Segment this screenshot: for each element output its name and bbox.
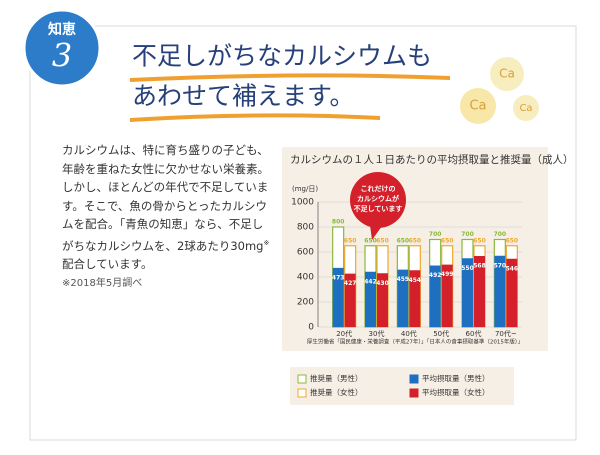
data-label: 700 [429,231,442,238]
annotation: カルシウムが [357,194,399,203]
ca-bubble [513,95,539,121]
text: 配合しています。 [62,256,153,271]
y-label: (mg/日) [292,185,318,193]
legend-label: 推奨量（女性） [310,387,363,397]
x-tick-label: 30代 [369,329,385,338]
data-label: 550 [461,265,474,272]
data-label: 700 [461,231,474,238]
y-tick-label: 600 [297,248,314,258]
data-label: 473 [332,274,345,281]
badge-number: 3 [52,37,72,75]
badge-label: 知恵 [48,21,76,38]
data-label: 430 [376,280,389,287]
x-tick-label: 20代 [336,329,352,338]
title: 不足しがちなカルシウムも [132,42,432,71]
legend-swatch [409,374,419,384]
bar [365,271,376,327]
y-tick-label: 1000 [291,198,314,208]
legend-label: 推奨量（男性） [310,373,363,383]
bar [474,256,485,327]
ca-text: Ca [519,103,532,114]
data-label: 650 [376,237,389,244]
ca-bubble [460,88,496,124]
data-label: 492 [429,272,442,279]
data-label: 427 [344,280,357,287]
legend-swatch [297,388,307,398]
x-tick-label: 70代~ [495,329,517,338]
ca-text: Ca [499,67,515,81]
title: あわせて補えます。 [132,82,355,111]
data-label: 650 [409,237,422,244]
bar [506,258,518,327]
chart-title: カルシウムの１人１日あたりの平均摂取量と推奨量（成人） [290,153,574,166]
brush [130,73,450,82]
x-tick-label: 50代 [433,329,449,338]
ca-text: Ca [469,99,486,114]
source: 厚生労働省「国民健康・栄養調査（平成27年）」「日本人の食事摂取基準（2015年… [307,338,523,346]
note: ※2018年5月調べ [62,278,143,290]
data-label: 454 [409,277,422,284]
text: ※ [263,238,270,247]
y-tick-label: 400 [297,273,314,283]
data-label: 499 [441,271,454,278]
data-label: 650 [441,237,454,244]
data-label: 700 [494,231,507,238]
ca-bubble [490,57,524,91]
annotation: これだけの [361,185,396,193]
data-label: 650 [506,237,519,244]
legend-panel [290,367,514,405]
text: そこで、魚の骨からとったカルシウムを配合。「青魚の知恵」なら、不足しがちなカルシ… [62,198,268,253]
bar [397,269,409,327]
data-label: 650 [473,237,486,244]
bar [462,258,473,327]
annotation-tail [370,225,382,240]
bar [429,265,441,327]
data-label: 570 [494,262,507,269]
bar [332,267,344,327]
legend-label: 平均摂取量（女性） [422,387,490,397]
y-tick-label: 200 [297,298,314,308]
annotation-bubble [350,172,406,228]
legend-swatch [297,374,307,384]
data-label: 442 [364,278,377,285]
data-label: 650 [364,237,377,244]
y-tick-label: 800 [297,223,314,233]
bar [494,255,506,327]
data-label: 459 [397,276,410,283]
data-label: 650 [397,237,410,244]
x-tick-label: 60代 [466,329,482,338]
brush [130,113,380,122]
data-label: 800 [332,219,345,226]
x-tick-label: 40代 [401,329,417,338]
body-text: カルシウムは、特に育ち盛りの子ども、年齢を重ねた女性に欠かせない栄養素。しかし、… [62,141,274,294]
bar [441,264,453,327]
text: しかし、ほとんどの年代で不足しています。 [62,180,269,213]
bar [344,273,356,327]
bar [377,273,388,327]
legend-swatch [409,388,419,398]
legend-label: 平均摂取量（男性） [422,373,490,383]
data-label: 650 [344,237,357,244]
frame [29,25,577,441]
bar [409,270,421,327]
text: カルシウムは、特に育ち盛りの子ども、年齢を重ねた女性に欠かせない栄養素。 [62,143,269,176]
y-tick-label: 0 [308,323,314,333]
annotation: 不足しています [354,204,403,213]
badge [22,8,102,88]
data-label: 546 [506,265,519,272]
data-label: 568 [473,263,486,270]
